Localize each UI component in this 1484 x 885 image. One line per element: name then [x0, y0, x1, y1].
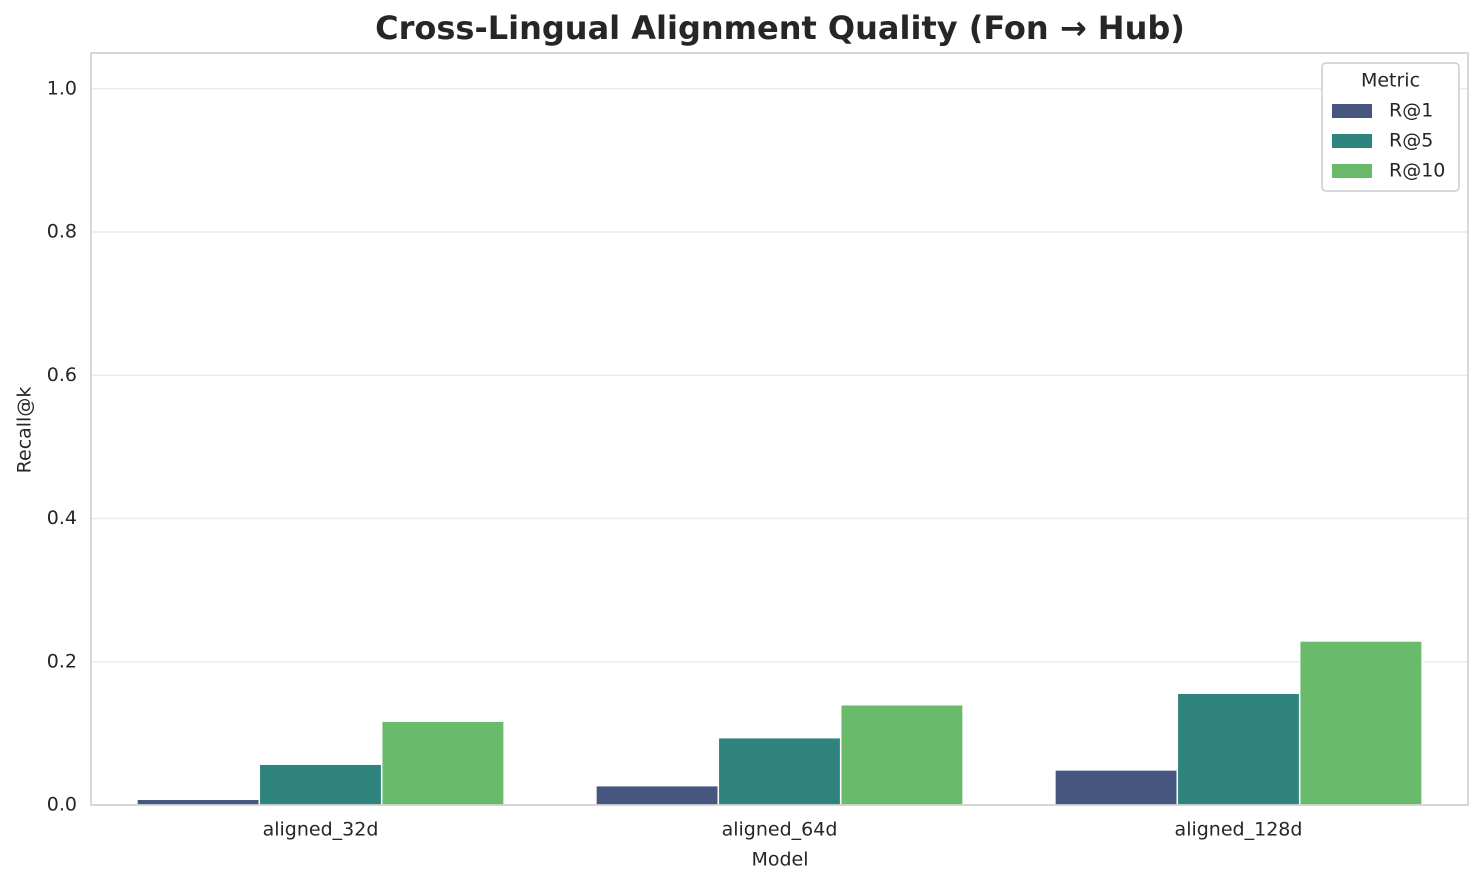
bar [595, 784, 720, 806]
bar [258, 763, 383, 806]
legend-swatch [1332, 104, 1372, 118]
chart-title: Cross-Lingual Alignment Quality (Fon → H… [375, 9, 1185, 47]
legend-label: R@1 [1389, 100, 1433, 122]
y-tick-label: 0.0 [47, 794, 77, 816]
plot-frame [90, 52, 1469, 806]
legend-label: R@10 [1389, 160, 1445, 182]
y-tick-label: 0.6 [47, 364, 77, 386]
legend-swatch [1332, 164, 1372, 178]
bar [839, 703, 964, 806]
bar [380, 720, 505, 806]
bar [136, 798, 261, 806]
y-tick-label: 1.0 [47, 77, 77, 99]
bar [1054, 769, 1179, 806]
bar [1298, 640, 1423, 806]
legend-title: Metric [1361, 70, 1420, 92]
y-tick-label: 0.2 [47, 650, 77, 672]
bar [1176, 692, 1301, 806]
x-axis-label: Model [751, 849, 808, 871]
legend-label: R@5 [1389, 130, 1433, 152]
y-tick-label: 0.8 [47, 221, 77, 243]
legend-swatch [1332, 134, 1372, 148]
x-tick-label: aligned_64d [722, 819, 838, 841]
bar [717, 736, 842, 806]
y-tick-label: 0.4 [47, 507, 77, 529]
x-tick-label: aligned_32d [263, 819, 379, 841]
y-axis-label: Recall@k [14, 387, 36, 474]
legend-box [1321, 62, 1460, 192]
x-tick-label: aligned_128d [1175, 819, 1303, 841]
